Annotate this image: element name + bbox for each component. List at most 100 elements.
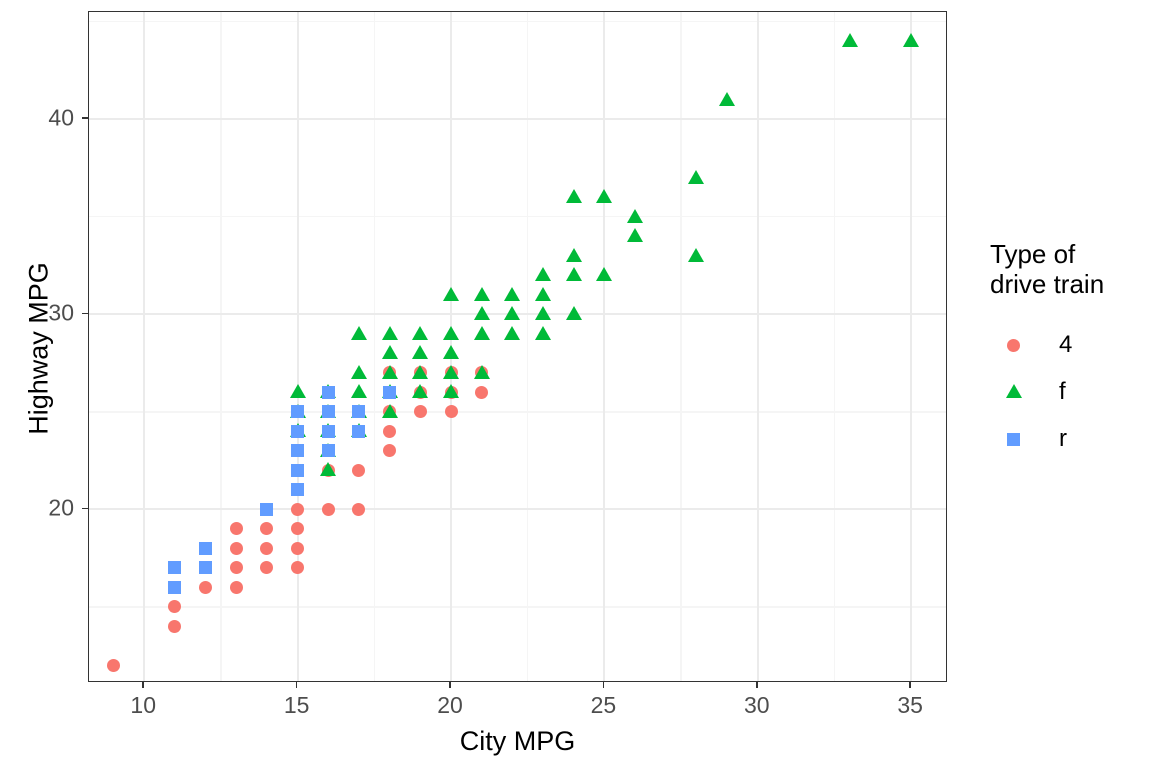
data-point [444, 405, 458, 419]
plot-panel [88, 11, 947, 682]
data-point [443, 345, 459, 360]
x-axis-tick-label: 20 [437, 692, 463, 718]
data-point [413, 405, 427, 419]
data-point [443, 364, 459, 379]
data-point [291, 444, 305, 458]
data-point [260, 502, 274, 516]
data-point [412, 384, 429, 399]
legend-label: 4 [1059, 331, 1073, 359]
data-point [199, 580, 213, 594]
data-point [260, 561, 274, 575]
x-axis-tick-label: 30 [743, 692, 770, 718]
x-axis-title: City MPG [459, 726, 576, 756]
data-point [229, 580, 243, 594]
data-point [383, 424, 397, 438]
data-point [381, 403, 398, 418]
data-point [841, 33, 858, 48]
gridline-minor-vertical [680, 12, 682, 681]
data-point [352, 463, 366, 477]
data-point [350, 325, 367, 340]
data-point [475, 385, 489, 399]
data-point [168, 619, 182, 633]
data-point [565, 306, 582, 321]
data-point [688, 169, 705, 184]
x-axis-tick [449, 682, 451, 688]
y-axis-tick [82, 507, 88, 510]
x-axis-tick-label: 35 [897, 692, 923, 718]
gridline-major-vertical [756, 12, 759, 681]
gridline-minor-vertical [220, 12, 222, 681]
x-axis-tick-label: 10 [130, 692, 157, 718]
data-point [229, 541, 243, 555]
data-point [473, 306, 490, 321]
data-point [412, 364, 429, 379]
y-axis-tick-label: 40 [48, 104, 74, 131]
data-point [291, 522, 305, 536]
gridline-minor-vertical [833, 12, 836, 681]
gridline-major-vertical [910, 12, 913, 681]
data-point [321, 444, 335, 458]
data-point [107, 658, 121, 672]
data-point [535, 306, 552, 321]
data-point [535, 286, 552, 301]
gridline-major-vertical [296, 12, 299, 681]
data-point [289, 384, 306, 399]
data-point [473, 364, 490, 379]
data-point [473, 286, 490, 301]
data-point [320, 462, 337, 477]
data-point [321, 502, 335, 516]
data-point [168, 600, 182, 614]
legend-item-r[interactable]: r [990, 416, 1150, 463]
data-point [168, 580, 182, 594]
legend-glyph [1007, 432, 1020, 446]
circle-icon [990, 322, 1037, 369]
data-point [229, 522, 243, 536]
y-axis-tick [82, 312, 88, 315]
data-point [381, 345, 398, 360]
data-point [381, 364, 398, 379]
data-point [352, 424, 366, 438]
data-point [627, 228, 644, 243]
data-point [473, 325, 490, 340]
data-point [412, 345, 429, 360]
x-axis-tick [909, 682, 911, 688]
data-point [504, 286, 521, 301]
data-point [291, 502, 305, 516]
gridline-major-vertical [603, 12, 606, 681]
data-point [291, 463, 305, 477]
y-axis-title: Highway MPG [23, 262, 54, 435]
data-point [291, 541, 305, 555]
data-point [199, 541, 213, 555]
gridline-minor-vertical [373, 12, 375, 681]
gridline-minor-horizontal [89, 21, 946, 23]
gridline-minor-vertical [527, 12, 529, 681]
gridline-major-vertical [143, 12, 146, 681]
gridline-minor-horizontal [89, 606, 946, 608]
data-point [352, 502, 366, 516]
legend-label: r [1059, 425, 1067, 453]
legend-glyph [1005, 384, 1022, 399]
gridline-major-horizontal [89, 508, 946, 511]
data-point [291, 424, 305, 438]
data-point [565, 189, 582, 204]
data-point [321, 424, 335, 438]
data-point [504, 306, 521, 321]
data-point [383, 444, 397, 458]
legend-item-4[interactable]: 4 [990, 322, 1150, 369]
y-axis-tick-label: 30 [48, 299, 74, 326]
legend-item-f[interactable]: f [990, 369, 1150, 416]
legend-glyph [1007, 338, 1020, 352]
data-point [199, 561, 213, 575]
data-point [321, 405, 335, 419]
data-point [321, 385, 335, 399]
x-axis-tick-label: 15 [283, 692, 310, 718]
data-point [535, 325, 552, 340]
data-point [229, 561, 243, 575]
data-point [383, 385, 397, 399]
data-point [443, 325, 459, 340]
data-point [412, 325, 429, 340]
data-point [260, 541, 274, 555]
y-axis-tick-label: 20 [48, 494, 74, 521]
